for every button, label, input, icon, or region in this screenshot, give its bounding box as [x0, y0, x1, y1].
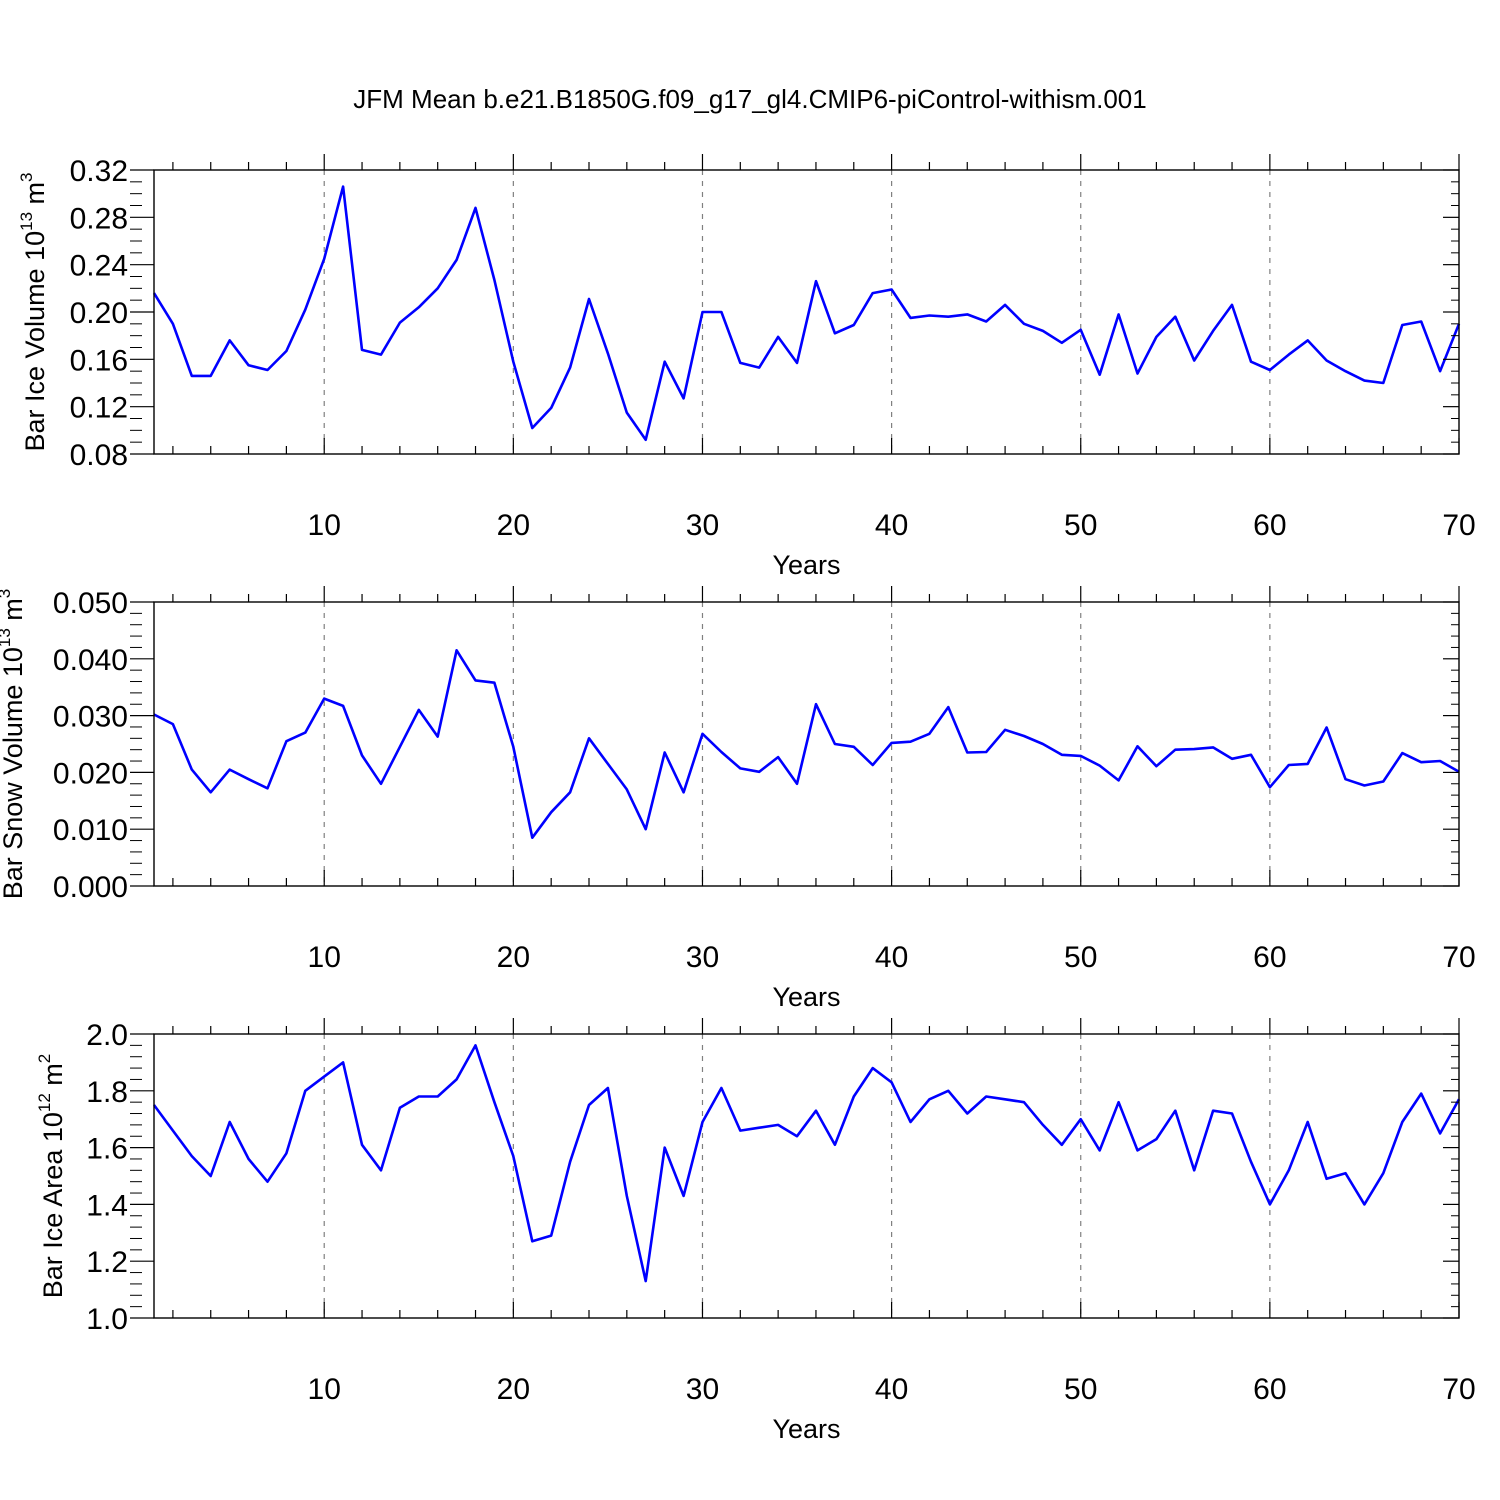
y-tick-label: 0.32 — [70, 155, 128, 188]
y-axis-label-unit-exponent: 2 — [35, 1054, 54, 1063]
panel-ice-area: 10 20 30 40 50 60 70 1.0 1.2 1.4 1.6 1.8 2.0 Years Bar… — [35, 1018, 1476, 1444]
x-tick-label: 40 — [875, 509, 908, 542]
plot-frame — [153, 601, 1460, 887]
x-tick-label: 30 — [686, 1373, 719, 1406]
y-axis-label-text: Bar Snow Volume 10 — [0, 647, 28, 899]
y-tick-label: 0.010 — [53, 814, 128, 847]
x-tick-label: 60 — [1253, 1373, 1286, 1406]
y-tick-label: 0.12 — [70, 392, 128, 425]
y-tick-label: 0.08 — [70, 439, 128, 472]
y-axis-label-text: Bar Ice Area 10 — [38, 1112, 68, 1298]
y-axis-label-unit: m — [0, 598, 28, 628]
plot-frame — [153, 1033, 1460, 1319]
x-tick-label: 20 — [497, 941, 530, 974]
y-tick-label: 0.040 — [53, 644, 128, 677]
x-tick-label: 70 — [1442, 941, 1475, 974]
y-tick-label: 0.000 — [53, 871, 128, 904]
y-tick-label: 0.16 — [70, 344, 128, 377]
y-tick-label: 1.0 — [86, 1303, 128, 1336]
x-tick-label: 50 — [1064, 1373, 1097, 1406]
y-axis-label-unit-exponent: 3 — [0, 589, 14, 598]
x-tick-label: 10 — [308, 941, 341, 974]
y-axis-label-unit-exponent: 3 — [17, 172, 36, 181]
x-tick-label: 10 — [308, 509, 341, 542]
y-axis-label: Bar Ice Volume 1013 m3 — [17, 172, 50, 451]
y-axis-label-unit: m — [20, 182, 50, 212]
y-tick-label: 0.28 — [70, 202, 128, 235]
x-axis-label: Years — [772, 982, 840, 1012]
x-tick-label: 50 — [1064, 941, 1097, 974]
series-line — [152, 1044, 1461, 1283]
y-axis-label: Bar Snow Volume 1013 m3 — [0, 589, 28, 900]
y-axis-label-unit: m — [38, 1063, 68, 1093]
x-tick-label: 40 — [875, 1373, 908, 1406]
y-tick-label: 0.020 — [53, 757, 128, 790]
series-line — [152, 185, 1461, 442]
x-tick-label: 60 — [1253, 509, 1286, 542]
x-tick-label: 60 — [1253, 941, 1286, 974]
y-tick-label: 2.0 — [86, 1019, 128, 1052]
x-tick-label: 40 — [875, 941, 908, 974]
x-tick-label: 30 — [686, 509, 719, 542]
y-tick-label: 0.20 — [70, 297, 128, 330]
y-axis-label-exponent: 12 — [35, 1093, 54, 1112]
x-axis-label: Years — [772, 1414, 840, 1444]
x-tick-label: 50 — [1064, 509, 1097, 542]
x-tick-label: 70 — [1442, 1373, 1475, 1406]
y-tick-label: 1.8 — [86, 1076, 128, 1109]
x-tick-label: 20 — [497, 1373, 530, 1406]
y-axis-label-exponent: 13 — [17, 212, 36, 231]
y-axis-label-text: Bar Ice Volume 10 — [20, 231, 50, 452]
y-tick-label: 1.2 — [86, 1246, 128, 1279]
y-tick-label: 0.24 — [70, 250, 128, 283]
y-tick-label: 0.050 — [53, 587, 128, 620]
series-line — [153, 648, 1460, 840]
y-tick-label: 0.030 — [53, 701, 128, 734]
plot-frame — [153, 169, 1460, 455]
x-axis-label: Years — [772, 550, 840, 580]
x-tick-label: 20 — [497, 509, 530, 542]
chart-title: JFM Mean b.e21.B1850G.f09_g17_gl4.CMIP6-… — [353, 84, 1146, 114]
x-tick-label: 10 — [308, 1373, 341, 1406]
y-axis-label: Bar Ice Area 1012 m2 — [35, 1054, 68, 1299]
y-tick-label: 1.4 — [86, 1189, 128, 1222]
y-tick-label: 1.6 — [86, 1133, 128, 1166]
x-tick-label: 30 — [686, 941, 719, 974]
y-axis-label-exponent: 13 — [0, 628, 14, 647]
x-tick-label: 70 — [1442, 509, 1475, 542]
panel-snow-volume: 10 20 30 40 50 60 70 0.000 0.010 0.020 0.030 0.040 0… — [0, 586, 1476, 1012]
panel-ice-volume: 10 20 30 40 50 60 70 0.08 0.12 0.16 0.20 0.24 0.28 0.… — [17, 154, 1476, 580]
